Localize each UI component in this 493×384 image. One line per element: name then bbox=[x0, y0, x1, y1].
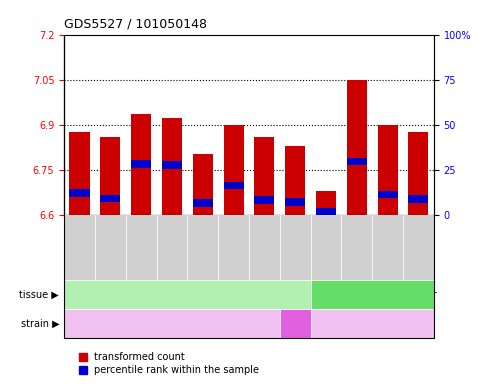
Bar bbox=[193, 199, 213, 207]
Text: GSM738164: GSM738164 bbox=[194, 227, 203, 278]
Text: GSM738155: GSM738155 bbox=[317, 228, 326, 278]
Text: GSM738161: GSM738161 bbox=[132, 227, 141, 278]
Bar bbox=[378, 125, 398, 215]
Text: tissue ▶: tissue ▶ bbox=[19, 290, 59, 300]
Text: GSM738163: GSM738163 bbox=[286, 227, 295, 278]
Bar bbox=[408, 195, 428, 203]
Bar bbox=[378, 191, 398, 199]
Bar bbox=[100, 195, 120, 202]
Bar bbox=[223, 182, 244, 189]
Text: GSM738166: GSM738166 bbox=[255, 227, 264, 278]
Bar bbox=[131, 160, 151, 167]
Bar bbox=[100, 137, 120, 215]
Bar bbox=[254, 137, 275, 215]
Bar bbox=[285, 146, 305, 215]
Bar bbox=[316, 191, 336, 215]
Bar bbox=[347, 158, 367, 166]
Bar bbox=[408, 132, 428, 215]
Bar bbox=[162, 118, 182, 215]
Text: GDS5527 / 101050148: GDS5527 / 101050148 bbox=[64, 18, 207, 31]
Text: A/J: A/J bbox=[366, 318, 379, 329]
Text: A/J: A/J bbox=[166, 318, 178, 329]
Text: strain ▶: strain ▶ bbox=[21, 318, 59, 329]
Text: GSM738165: GSM738165 bbox=[224, 227, 234, 278]
Bar bbox=[162, 162, 182, 169]
Bar bbox=[347, 80, 367, 215]
Text: GSM738162: GSM738162 bbox=[163, 227, 172, 278]
Text: GSM738158: GSM738158 bbox=[379, 227, 387, 278]
Bar bbox=[131, 114, 151, 215]
Bar bbox=[70, 132, 90, 215]
Text: GSM738160: GSM738160 bbox=[101, 227, 110, 278]
Bar bbox=[193, 154, 213, 215]
Legend: transformed count, percentile rank within the sample: transformed count, percentile rank withi… bbox=[79, 353, 259, 375]
Text: GSM738157: GSM738157 bbox=[348, 227, 357, 278]
Text: GSM738159: GSM738159 bbox=[409, 228, 419, 278]
Text: rhabdomyosarcoma tumor: rhabdomyosarcoma tumor bbox=[307, 290, 437, 300]
Text: BALB
/c: BALB /c bbox=[282, 313, 308, 334]
Bar bbox=[70, 189, 90, 197]
Bar bbox=[254, 196, 275, 204]
Bar bbox=[223, 126, 244, 215]
Bar bbox=[316, 207, 336, 215]
Text: GSM738156: GSM738156 bbox=[70, 227, 79, 278]
Bar bbox=[285, 199, 305, 206]
Text: control: control bbox=[171, 290, 204, 300]
